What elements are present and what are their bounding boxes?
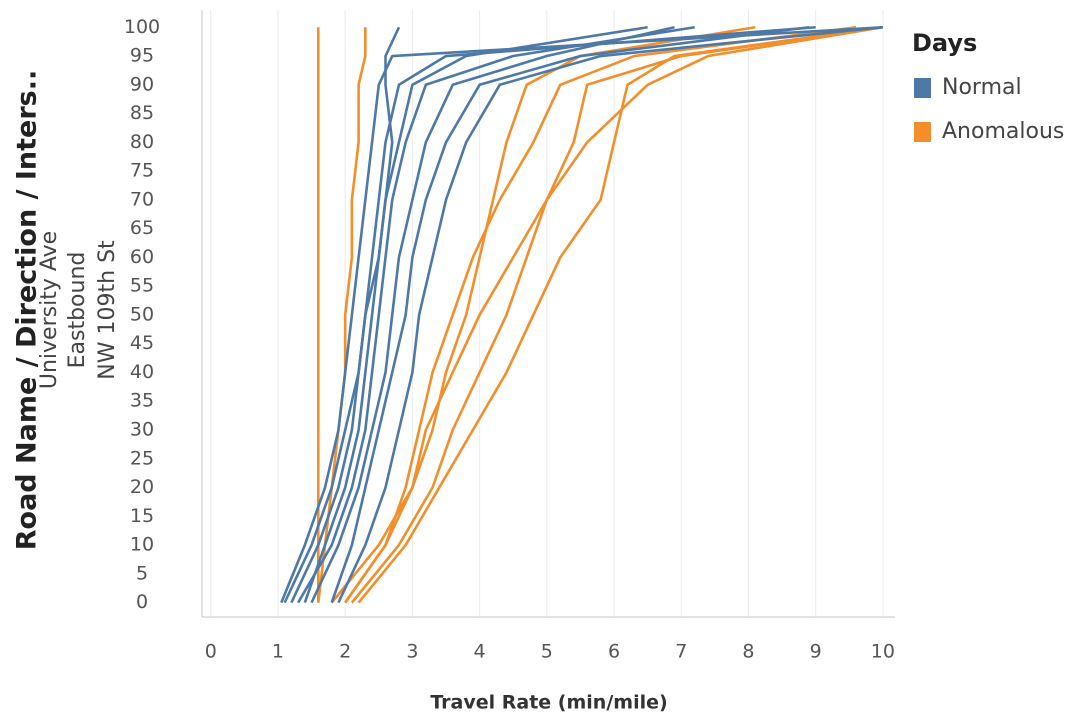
series-line [316, 27, 367, 603]
x-tick-label: 10 [871, 641, 895, 663]
y-tick-label: 55 [130, 275, 154, 297]
row-header: Road Name / Direction / Inters.. [12, 70, 43, 551]
series-line [280, 25, 883, 604]
y-tick-label: 50 [130, 303, 154, 325]
x-tick-label: 3 [406, 641, 418, 663]
x-tick-label: 2 [339, 641, 351, 663]
x-tick-label: 6 [608, 641, 620, 663]
y-tick-label: 25 [130, 447, 154, 469]
series-line [303, 26, 401, 604]
series-line [290, 25, 816, 604]
series-line [330, 25, 884, 604]
y-tick-label: 95 [130, 45, 154, 67]
x-tick-label: 0 [205, 641, 217, 663]
series-line [344, 25, 857, 604]
row-label: University Ave [37, 231, 62, 389]
series-line [283, 25, 648, 604]
x-tick-label: 4 [474, 641, 486, 663]
x-tick-label: 1 [272, 641, 284, 663]
series-line [337, 25, 884, 604]
y-tick-label: 100 [124, 16, 160, 38]
y-tick-label: 45 [130, 332, 154, 354]
legend-swatch [914, 122, 931, 142]
row-label: NW 109th St [95, 240, 120, 380]
y-tick-label: 20 [130, 476, 154, 498]
y-tick-label: 5 [136, 562, 148, 584]
y-tick-label: 40 [130, 361, 154, 383]
y-tick-label: 85 [130, 102, 154, 124]
legend-title: Days [912, 29, 977, 57]
legend-label: Anomalous [942, 119, 1064, 144]
y-tick-label: 80 [130, 131, 154, 153]
legend-swatch [914, 78, 931, 98]
series-line [310, 25, 675, 604]
y-tick-label: 75 [130, 160, 154, 182]
y-tick-label: 10 [130, 534, 154, 556]
y-tick-label: 65 [130, 217, 154, 239]
series-line [330, 25, 810, 604]
y-tick-label: 30 [130, 419, 154, 441]
y-tick-label: 0 [136, 591, 148, 613]
series-line [350, 25, 884, 604]
x-axis-title: Travel Rate (min/mile) [430, 692, 667, 714]
x-tick-label: 5 [541, 641, 553, 663]
y-tick-label: 15 [130, 505, 154, 527]
y-tick-label: 60 [130, 246, 154, 268]
row-label: Eastbound [65, 252, 90, 369]
y-tick-label: 35 [130, 390, 154, 412]
y-tick-label: 90 [130, 73, 154, 95]
x-tick-label: 7 [675, 641, 687, 663]
y-tick-label: 70 [130, 188, 154, 210]
x-tick-label: 8 [742, 641, 754, 663]
legend-label: Normal [942, 75, 1022, 100]
x-tick-label: 9 [810, 641, 822, 663]
series-line [296, 25, 695, 604]
series-line [357, 25, 884, 604]
